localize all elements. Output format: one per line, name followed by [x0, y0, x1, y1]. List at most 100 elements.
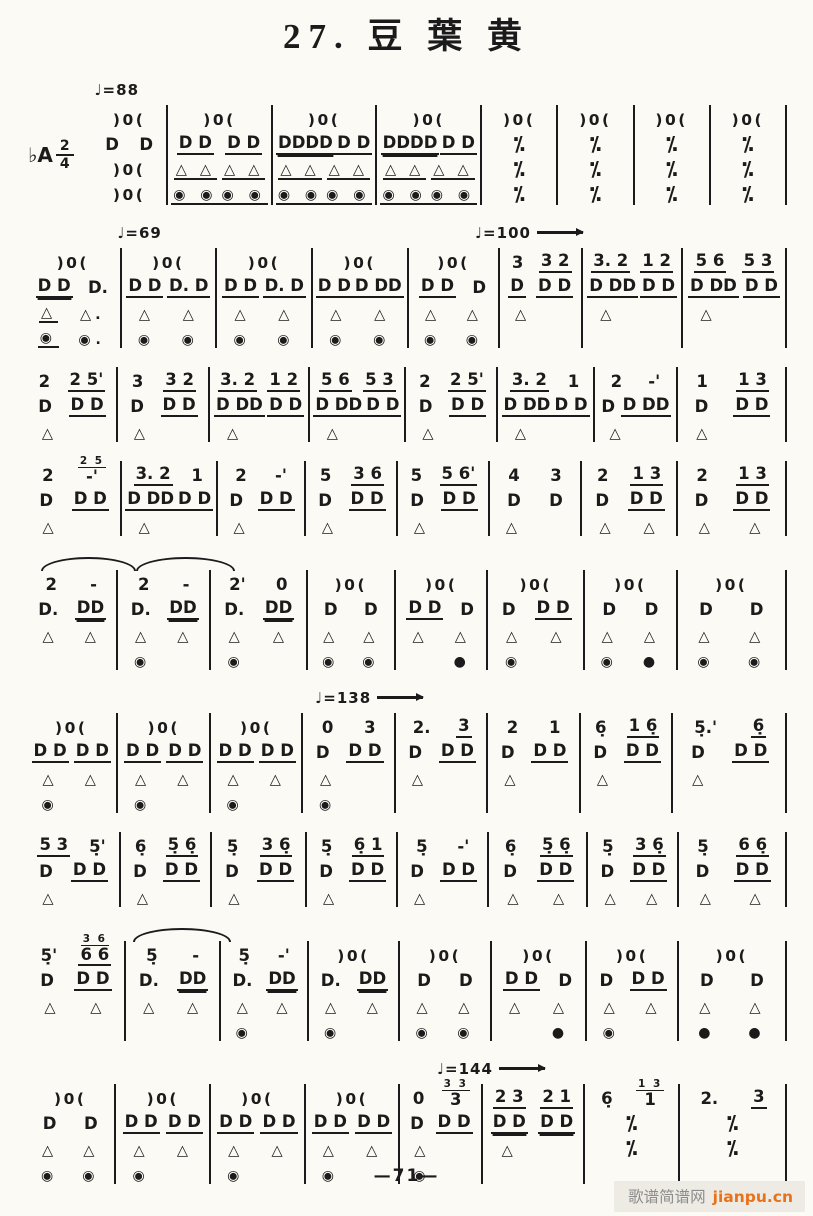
clapper-symbol: △ — [133, 426, 150, 443]
voice-row: )0( — [29, 713, 113, 738]
melody-note: 4 — [508, 466, 520, 486]
clapper-symbol: △ — [323, 629, 339, 646]
drum-note: D — [691, 743, 705, 763]
voice-row: △△ — [495, 991, 583, 1016]
drum-note: D D — [348, 490, 386, 511]
gong-symbol: ◉ — [41, 796, 59, 813]
voice-row: 2 -' — [221, 461, 301, 486]
voice-row: △ — [29, 511, 117, 536]
voice-row: 5̣ - — [129, 941, 217, 966]
melody-note: 2 — [596, 466, 609, 486]
measure: )0(⁒ ⁒ ⁒ — [635, 105, 711, 205]
voice-row: 2' 0 — [214, 570, 303, 595]
voice-row: △ — [491, 763, 575, 788]
drum-note: D — [408, 743, 423, 763]
voice-row: △ — [401, 511, 485, 536]
melody-note: - — [90, 575, 97, 595]
measures-row: )0(D D D. △ △. ◉ ◉.)0(D D D. D △ △ ◉ ◉)0(D D D. D △ △… — [26, 248, 787, 348]
gong-symbol: ◉ — [413, 1167, 431, 1184]
drum-note: D D — [176, 490, 214, 511]
voice-row: 2- — [121, 570, 205, 595]
measure: 5̣ 6̣ 1 D D D △ — [307, 832, 399, 907]
cymbal-symbol: )0( — [715, 947, 749, 966]
voice-row: △ — [401, 882, 484, 907]
repeat-sign: ⁒ — [513, 181, 525, 206]
cymbal-symbol: )0( — [412, 111, 445, 130]
voice-row: ◉◉ — [306, 788, 390, 813]
voice-row: ◉◉ — [29, 1159, 111, 1184]
time-signature-top: 2 — [55, 139, 74, 156]
drum-note: D D — [531, 742, 569, 763]
drum-note: D — [600, 862, 615, 882]
cymbal-symbol: )0( — [112, 111, 146, 130]
voice-row — [686, 323, 782, 348]
clapper-symbol: △ — [514, 307, 531, 324]
gong-symbol: ◉ — [137, 331, 156, 348]
melody-note: 2 — [696, 466, 708, 486]
measure: 6̣ 5̣ 6̣ D D D △ — [121, 832, 213, 907]
cymbal-symbol: )0( — [337, 947, 370, 966]
measure: 5 3 6 D D D △ — [306, 461, 398, 536]
melody-note: 5̣ — [320, 837, 333, 857]
melody-note: 1 3 — [736, 465, 769, 486]
melody-note: 0 — [276, 575, 288, 595]
cymbal-symbol: )0( — [203, 111, 236, 130]
gong-symbol: ◉ ◉ — [275, 187, 325, 205]
drum-note: D D — [418, 277, 457, 298]
melody-note: 1 — [567, 372, 580, 392]
system-2: ♩=69 ♩=100)0(D D D. △ △. ◉ ◉.)0(D D D. D △ △ ◉ ◉)0(… — [26, 224, 787, 348]
drum-note: D. — [320, 971, 341, 991]
grace-note-group: 2 5 -' — [77, 456, 107, 486]
drum-note: D — [130, 397, 144, 417]
clapper-symbol: △ — [374, 307, 390, 324]
drum-note: D D — [536, 277, 574, 298]
melody-note: -' — [457, 837, 470, 857]
voice-row: ⁒ — [485, 180, 553, 205]
voice-row: 6̣ 5̣ 6̣ — [492, 832, 583, 857]
drum-note: D — [593, 743, 608, 763]
melody-note: 2 1 — [540, 1088, 574, 1109]
measure: 2. 3 ⁒ ⁒ — [680, 1084, 787, 1184]
clapper-symbol: △ — [699, 1000, 715, 1017]
clapper-symbol: △ — [177, 772, 193, 789]
drum-note: D D — [623, 742, 661, 763]
measure: )0(D D D. D △ △ ◉ ◉ — [217, 248, 313, 348]
voice-row: △△ — [591, 882, 674, 907]
drum-note: D. — [87, 278, 108, 298]
drum-note: D — [39, 862, 53, 882]
measure: 5̣ -' D D D △ — [398, 832, 490, 907]
repeat-sign: ⁒ — [726, 1135, 739, 1160]
drum-note: DD — [266, 970, 298, 991]
drum-note: D D — [166, 742, 204, 763]
clapper-symbol: △ — [425, 307, 441, 324]
cymbal-symbol: )0( — [54, 1090, 87, 1109]
drum-note: D D — [732, 742, 770, 763]
measures-row: )0(D DD D△△◉◉)0(D DD D△△◉◉)0(D DD D△△◉◉0… — [26, 713, 787, 813]
voice-row: 3 3 2 — [121, 367, 205, 392]
measure: )0(DDDD D D △ △ △ △ ◉ ◉ ◉ ◉ — [273, 105, 378, 205]
voice-row: )0( — [95, 155, 163, 180]
voice-row: ⁒ — [561, 180, 629, 205]
clapper-symbol: △ — [454, 629, 470, 646]
drum-note: D — [38, 397, 52, 417]
watermark-link[interactable]: jianpu.cn — [712, 1188, 793, 1206]
melody-note: 6̣ — [601, 1089, 613, 1109]
melody-note: 6̣ — [594, 718, 607, 738]
voice-row: △△ — [492, 882, 583, 907]
voice-row: 2 1 3 — [585, 461, 673, 486]
clapper-symbol: △ — [366, 1000, 382, 1017]
drum-note: D — [749, 600, 764, 620]
measure: 2 3 2 1 D D D D△△ — [483, 1084, 586, 1184]
drum-note: D D — [124, 742, 162, 763]
melody-note: 6 6̣ — [736, 836, 770, 857]
voice-row: 3. 2 1 — [125, 461, 213, 486]
